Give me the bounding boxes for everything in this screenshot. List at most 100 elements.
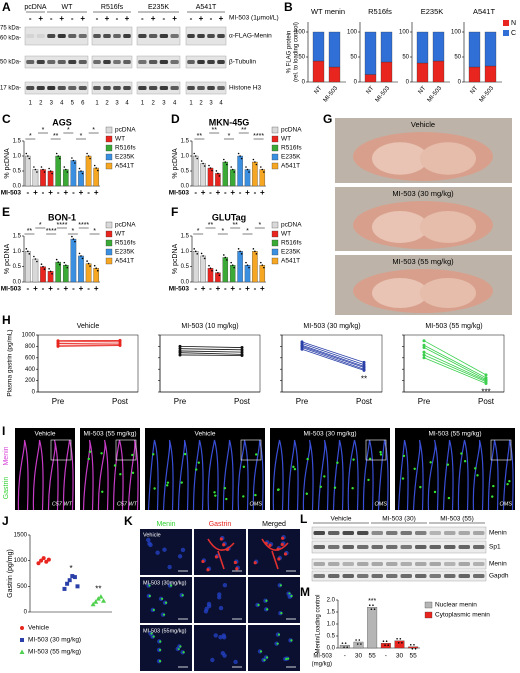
subject-line: [423, 351, 487, 381]
menin-signal: [263, 658, 266, 662]
gastrin-cell: [152, 453, 155, 456]
x-tick-label: Post: [478, 397, 495, 406]
y-tick-label: 0: [406, 80, 410, 86]
y-tick-label: 100: [399, 30, 410, 36]
blot-band: [342, 562, 354, 566]
villus: [162, 439, 174, 511]
y-axis-label: Gastrin (pg/mg): [7, 549, 14, 598]
x-tick-label: -: [385, 653, 387, 660]
inset-box: [240, 439, 262, 461]
protein-label: Gapdh: [489, 573, 509, 580]
x-tick-label: +: [94, 188, 99, 197]
replicate-dot: [48, 267, 50, 270]
treatment-sign: +: [38, 14, 43, 23]
x-tick-label: Post: [112, 397, 129, 406]
data-point: [70, 574, 75, 579]
subject-line: [57, 344, 121, 346]
replicate-dot: [36, 260, 38, 263]
replicate-dot: [80, 170, 82, 172]
treatment-sign: +: [105, 14, 110, 23]
subject-point: [118, 344, 122, 348]
y-tick-label: 1.5: [181, 234, 190, 240]
kda-marker: 60 kDa-: [0, 36, 21, 42]
legend-label: E235K: [115, 154, 135, 161]
gastrin-cell: [336, 461, 339, 464]
bar: [353, 641, 364, 649]
legend-swatch: [105, 144, 113, 152]
blot-band: [68, 60, 77, 64]
subject-line: [423, 347, 487, 380]
menin-signal: [181, 594, 184, 597]
blot-band: [148, 86, 158, 90]
lane-number: 2: [39, 101, 43, 107]
significance: **: [232, 222, 238, 229]
x-tick-label: 30: [355, 653, 363, 660]
blot-band: [138, 60, 147, 64]
tissue: [372, 278, 428, 308]
legend-label: R516fs: [115, 240, 136, 247]
subject-point: [422, 343, 426, 347]
legend-swatch: [271, 153, 279, 161]
bar: [237, 251, 243, 283]
replicate-dot: [218, 274, 221, 277]
panel-letter: E: [2, 205, 10, 219]
replicate-dot: [384, 644, 386, 646]
blot-band: [473, 562, 485, 566]
blot-band: [400, 545, 412, 549]
replicate-dot: [226, 259, 228, 261]
panel-letter: B: [284, 0, 293, 14]
subject-point: [56, 339, 60, 343]
lane-number: 1: [95, 101, 99, 107]
blot-strip: [311, 540, 487, 554]
legend-swatch: [271, 221, 279, 229]
replicate-dot: [57, 155, 59, 157]
data-point: [41, 556, 46, 561]
y-axis-label: % pcDNA: [4, 148, 11, 179]
y-tick-label: 0.5: [181, 169, 190, 175]
panel-letter: G: [323, 112, 332, 126]
gastrin-cell: [401, 477, 405, 480]
gastrin-cell: [242, 495, 245, 498]
x-tick-label: NT: [366, 85, 376, 95]
replicate-dot: [66, 266, 69, 269]
replicate-dot: [27, 250, 29, 253]
menin-signal: [257, 603, 260, 607]
blot-band: [429, 562, 441, 566]
gastrin-cell: [119, 472, 122, 476]
lane-header: A541T: [196, 4, 217, 11]
subject-line: [423, 354, 487, 383]
kda-marker: 75 kDa-: [0, 26, 21, 32]
strain-label: C57 WT: [117, 501, 138, 507]
subject-point: [178, 344, 182, 348]
gastrin-signal: [201, 559, 205, 564]
chart-title: MI-503 (10 mg/kg): [181, 323, 238, 330]
villus: [97, 439, 109, 511]
y-tick-label: 1500: [14, 533, 28, 539]
significance: ****: [46, 228, 57, 235]
replicate-dot: [196, 157, 198, 160]
data-point: [62, 586, 67, 591]
panel-letter: J: [2, 514, 9, 528]
gastrin-cell: [508, 479, 511, 483]
kda-marker: 17 kDa-: [0, 86, 21, 92]
replicate-dot: [399, 638, 402, 640]
lane-number: 3: [209, 101, 213, 107]
menin-signal: [265, 599, 268, 602]
nucleus: [180, 547, 186, 553]
replicate-dot: [194, 155, 197, 157]
x-tick-label: Post: [234, 397, 251, 406]
y-axis-label: Menin/Loading control: [316, 594, 322, 653]
nucleus: [155, 550, 160, 555]
gastrin-cell: [352, 458, 355, 461]
y-tick-label: 0.0: [181, 280, 190, 286]
subject-point: [484, 381, 488, 385]
blot-band: [187, 60, 195, 64]
image-title: Vehicle: [195, 431, 216, 438]
subject-line: [301, 343, 365, 366]
panel-letter: C: [2, 112, 11, 126]
subject-point: [362, 368, 366, 372]
y-tick-label: 0: [32, 390, 36, 396]
replicate-dot: [63, 261, 66, 264]
blot-band: [342, 545, 354, 549]
